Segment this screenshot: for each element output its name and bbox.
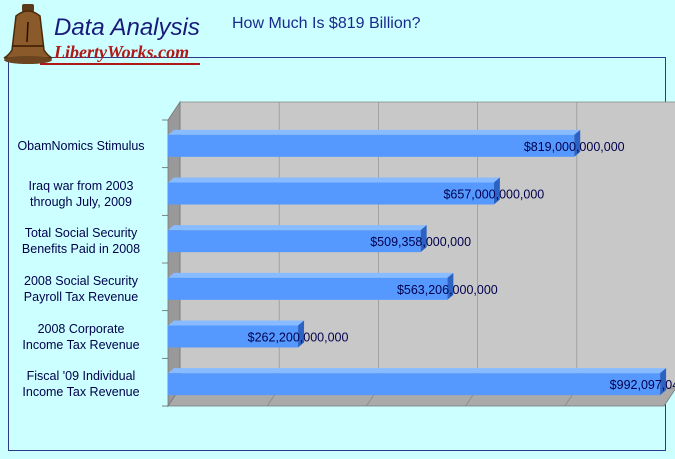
category-label-line: Fiscal '09 Individual — [26, 369, 136, 384]
bar-top — [168, 368, 667, 374]
logo-title: Data Analysis — [54, 14, 200, 41]
logo-underline — [40, 63, 200, 65]
category-label-line: 2008 Social Security — [24, 273, 138, 288]
category-label: Iraq war from 2003 through July, 2009 — [4, 178, 158, 210]
chart-title: How Much Is $819 Billion? — [232, 15, 421, 32]
category-label-line: ObamNomics Stimulus — [17, 138, 145, 153]
category-label: ObamNomics Stimulus — [4, 138, 158, 154]
data-label: $819,000,000,000 — [524, 140, 625, 154]
bar — [168, 182, 494, 205]
data-label: $509,358,000,000 — [370, 235, 471, 249]
bar-top — [168, 129, 581, 135]
bar-side — [447, 272, 454, 300]
bar-top — [168, 177, 500, 183]
bar — [168, 325, 299, 348]
logo: Data Analysis LibertyWorks.com — [0, 0, 200, 70]
bar — [168, 373, 661, 396]
bar-side — [660, 368, 667, 396]
category-label-line: Payroll Tax Revenue — [23, 289, 139, 304]
category-label: Fiscal '09 Individual Income Tax Revenue — [4, 368, 158, 400]
bar-side — [493, 177, 500, 205]
category-label: 2008 Social Security Payroll Tax Revenue — [4, 273, 158, 305]
category-label-line: 2008 Corporate — [37, 321, 125, 336]
category-label-line: through July, 2009 — [30, 194, 132, 209]
category-label-line: Income Tax Revenue — [22, 385, 140, 400]
data-label: $563,206,000,000 — [397, 283, 498, 297]
data-label: $992,097,040,000 — [610, 378, 675, 392]
bar-side — [298, 320, 305, 348]
bar — [168, 230, 421, 253]
category-label-line: Benefits Paid in 2008 — [21, 242, 141, 257]
category-label-line: Total Social Security — [24, 226, 138, 241]
bar-side — [420, 225, 427, 253]
bar — [168, 277, 448, 300]
category-label: Total Social Security Benefits Paid in 20… — [4, 225, 158, 257]
logo-subtitle: LibertyWorks.com — [54, 42, 190, 62]
bar — [168, 134, 575, 157]
liberty-bell-icon — [3, 4, 53, 64]
bar-top — [168, 272, 454, 278]
data-label: $657,000,000,000 — [443, 188, 544, 202]
data-label: $262,200,000,000 — [248, 331, 349, 345]
category-label: 2008 Corporate Income Tax Revenue — [4, 321, 158, 353]
gridline-floor — [663, 388, 675, 407]
bar-top — [168, 320, 305, 326]
bar-top — [168, 225, 427, 231]
category-label-line: Income Tax Revenue — [22, 337, 140, 352]
category-label-line: Iraq war from 2003 — [28, 178, 134, 193]
bar-side — [574, 129, 581, 157]
